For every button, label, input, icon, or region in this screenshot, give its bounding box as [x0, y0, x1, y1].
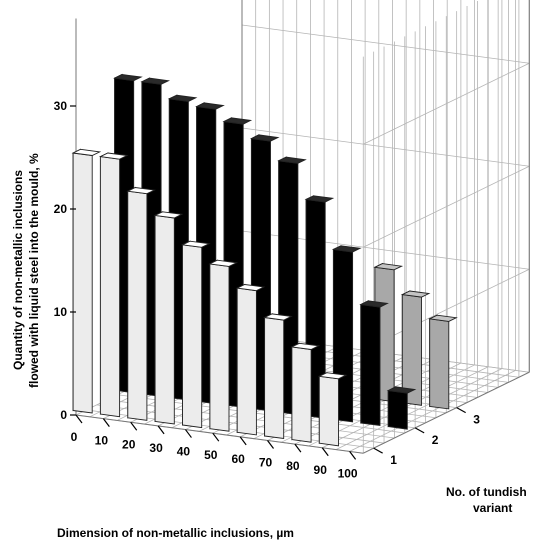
bar-top	[153, 211, 184, 219]
bar-top	[180, 240, 211, 248]
x-tick	[157, 425, 165, 435]
bar-top	[71, 148, 102, 156]
bar-front	[387, 390, 408, 430]
bar	[98, 152, 129, 418]
bar-top	[304, 195, 335, 203]
bar-top	[263, 313, 293, 321]
bar-top	[208, 259, 239, 267]
z-tick	[456, 407, 466, 414]
bar-top	[359, 300, 389, 308]
z-tick-label: 1	[390, 453, 397, 467]
bar-top	[317, 372, 348, 380]
y-tick-label: 10	[54, 305, 68, 319]
bar-top	[249, 134, 280, 142]
y-axis-title-line1: Quantity of non-metallic inclusions	[11, 170, 25, 370]
bar-top	[428, 314, 458, 322]
bar	[290, 342, 321, 443]
y-tick-label: 30	[54, 99, 68, 113]
bars-layer	[71, 73, 458, 447]
bar-front	[99, 156, 121, 418]
x-tick	[102, 418, 110, 428]
bar-top	[98, 152, 129, 160]
z-tick-label: 3	[473, 413, 480, 427]
bar-top	[113, 74, 143, 82]
x-tick-label: 20	[122, 437, 136, 451]
x-tick	[75, 414, 83, 424]
bar	[317, 371, 348, 447]
bar	[71, 148, 102, 414]
bar-top	[195, 102, 225, 110]
x-tick-label: 50	[204, 448, 218, 462]
bar-front	[182, 244, 203, 429]
x-tick-label: 70	[259, 455, 273, 469]
bar	[126, 186, 156, 421]
bar	[400, 290, 431, 406]
z-tick	[373, 447, 383, 454]
bar	[386, 386, 417, 430]
z-axis-title-line2: variant	[473, 501, 512, 515]
bar	[428, 314, 458, 410]
x-tick-label: 10	[95, 434, 109, 448]
bar-top	[277, 156, 307, 164]
z-tick	[414, 427, 425, 434]
x-tick-label: 100	[338, 466, 358, 480]
y-tick-label: 0	[60, 408, 67, 422]
bar-front	[236, 287, 257, 436]
x-tick	[349, 451, 357, 460]
bar-top	[386, 386, 417, 394]
bar-front	[154, 214, 175, 425]
bar-top	[222, 117, 253, 125]
z-axis-title-line1: No. of tundish	[446, 485, 527, 499]
x-tick-label: 60	[231, 452, 245, 466]
x-tick	[267, 440, 274, 449]
x-tick-label: 0	[71, 430, 78, 444]
bar-front	[127, 190, 148, 421]
x-tick-label: 90	[314, 463, 328, 477]
x-tick	[294, 443, 302, 453]
bar-front	[72, 152, 93, 414]
bar-top	[140, 77, 171, 85]
y-tick-label: 20	[54, 202, 68, 216]
bar-top	[290, 342, 321, 350]
bar-top	[400, 290, 431, 298]
y-axis-title-line2: flowed with liquid steel into the mould,…	[27, 153, 41, 388]
z-tick-label: 2	[432, 433, 439, 447]
bar	[208, 259, 239, 432]
bar	[359, 300, 389, 427]
grid-line	[241, 127, 530, 167]
x-tick-label: 30	[149, 441, 163, 455]
bar-front	[429, 318, 450, 410]
x-tick-label: 40	[177, 445, 191, 459]
bar	[153, 211, 184, 425]
grid-line	[241, 24, 530, 64]
axis-line	[363, 371, 530, 454]
ticks-layer: 0 10 20 30 40 50 60 70 80 90 100 0 10 20 30 1 2 3	[54, 99, 481, 480]
axis-line	[75, 414, 364, 454]
x-tick	[239, 436, 247, 446]
x-tick	[184, 429, 192, 438]
bar	[180, 240, 211, 429]
bar-top	[373, 263, 404, 271]
bar	[235, 283, 266, 436]
bar-front	[318, 375, 339, 447]
bar-top	[167, 94, 198, 102]
bar	[263, 313, 293, 440]
bar-top	[331, 245, 362, 253]
x-axis-title: Dimension of non-metallic inclusions, µm	[57, 526, 294, 540]
bar-front	[360, 303, 381, 427]
bar-front	[291, 346, 312, 443]
x-tick	[212, 432, 220, 442]
x-tick	[321, 447, 329, 457]
bar-top	[126, 187, 156, 195]
x-tick	[130, 421, 138, 431]
bar-top	[235, 284, 266, 292]
bar-front	[209, 263, 230, 432]
bar-front	[264, 316, 285, 440]
x-tick-label: 80	[286, 459, 300, 473]
